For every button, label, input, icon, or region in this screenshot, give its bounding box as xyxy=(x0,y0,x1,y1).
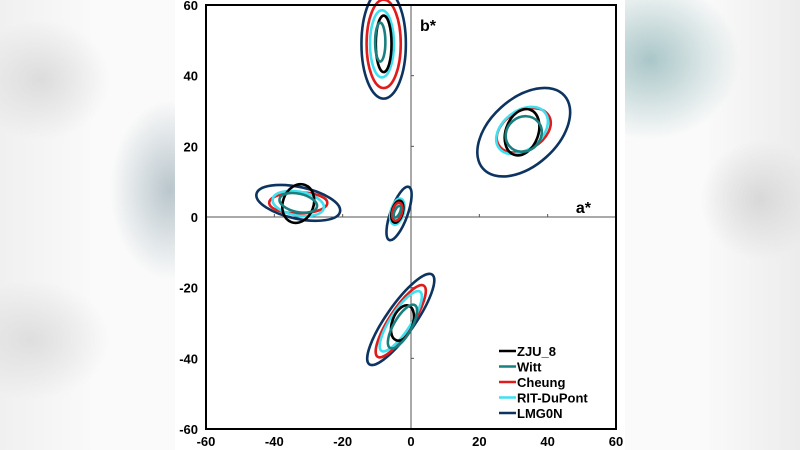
legend-label: ZJU_8 xyxy=(517,344,556,359)
y-axis-tick-labels: 60 40 20 0 -20 -40 -60 xyxy=(179,0,198,437)
ellipse-clusters xyxy=(255,0,572,367)
ellipse-rit-dupont xyxy=(271,189,326,218)
ellipse-witt xyxy=(504,114,544,154)
x-axis-tick-labels: -60 -40 -20 0 20 40 60 xyxy=(197,434,624,449)
ellipse-cluster xyxy=(360,0,408,100)
y-tick-label: 20 xyxy=(184,139,198,154)
ellipse-lmg0n xyxy=(365,272,436,367)
ellipse-lmg0n xyxy=(360,0,408,100)
legend-label: RIT-DuPont xyxy=(517,391,588,406)
ellipse-cheung xyxy=(390,201,404,222)
y-tick-label: -40 xyxy=(179,351,198,366)
ellipse-witt xyxy=(278,191,319,214)
zero-axes xyxy=(206,5,616,429)
y-tick-label: -60 xyxy=(179,422,198,437)
x-tick-label: 40 xyxy=(540,434,554,449)
chart-figure: 60 40 20 0 -20 -40 -60 -60 -40 -20 0 20 40 60 a* b* … xyxy=(175,0,625,450)
x-tick-label: -40 xyxy=(265,434,284,449)
x-tick-label: -20 xyxy=(333,434,352,449)
x-tick-label: -60 xyxy=(197,434,216,449)
ellipse-cluster xyxy=(476,86,572,178)
legend-label: LMG0N xyxy=(517,406,563,421)
legend-label: Witt xyxy=(517,360,542,375)
y-axis-title: b* xyxy=(420,18,437,35)
ellipse-cluster xyxy=(365,272,436,367)
ellipse-witt xyxy=(386,303,419,350)
ellipse-zju-8 xyxy=(280,182,316,225)
plot-frame xyxy=(205,4,617,430)
x-tick-label: 20 xyxy=(472,434,486,449)
ellipse-cluster xyxy=(385,185,413,242)
ellipse-cheung xyxy=(374,283,428,359)
x-axis-title: a* xyxy=(576,200,592,217)
ellipse-cluster xyxy=(255,182,342,225)
y-tick-label: -20 xyxy=(179,281,198,296)
ellipse-cheung xyxy=(365,0,403,90)
ellipse-rit-dupont xyxy=(368,8,396,79)
x-tick-label: 0 xyxy=(407,434,414,449)
ellipse-witt xyxy=(373,21,387,63)
ellipse-cheung xyxy=(267,190,329,215)
x-tick-label: 60 xyxy=(609,434,623,449)
ellipse-rit-dupont xyxy=(378,289,424,353)
y-tick-label: 0 xyxy=(191,210,198,225)
y-tick-label: 40 xyxy=(184,69,198,84)
ellipse-witt xyxy=(392,204,403,219)
legend-label: Cheung xyxy=(517,375,565,390)
y-tick-label: 60 xyxy=(184,0,198,13)
ellipse-lmg0n xyxy=(255,183,342,223)
ellipse-lmg0n xyxy=(476,86,572,178)
